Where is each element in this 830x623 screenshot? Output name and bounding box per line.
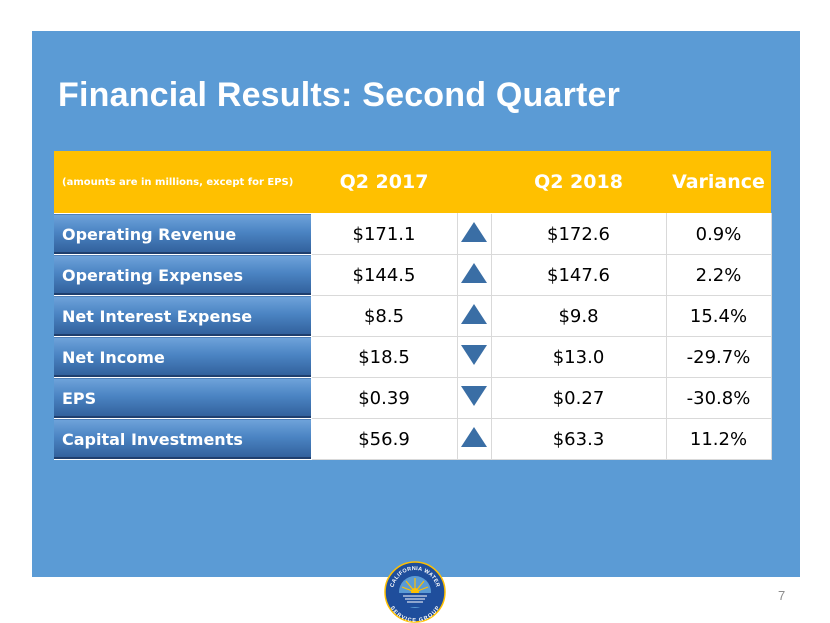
table-row: Capital Investments $56.9 $63.3 11.2% bbox=[54, 418, 772, 460]
table-row: EPS $0.39 $0.27 -30.8% bbox=[54, 377, 772, 419]
table-row: Operating Expenses $144.5 $147.6 2.2% bbox=[54, 254, 772, 296]
up-arrow-icon bbox=[461, 427, 487, 447]
variance-value: 15.4% bbox=[665, 295, 772, 337]
slide-title: Financial Results: Second Quarter bbox=[58, 76, 621, 114]
column-header-arrow bbox=[457, 151, 491, 214]
variance-value: 11.2% bbox=[665, 418, 772, 460]
up-arrow-icon bbox=[461, 222, 487, 242]
table-row: Operating Revenue $171.1 $172.6 0.9% bbox=[54, 213, 772, 255]
q2-2017-value: $8.5 bbox=[310, 295, 458, 337]
california-water-service-group-logo: CALIFORNIA WATER SERVICE GROUP bbox=[384, 561, 446, 623]
down-arrow-icon bbox=[461, 345, 487, 365]
column-header-variance: Variance bbox=[666, 151, 771, 214]
table-row: Net Interest Expense $8.5 $9.8 15.4% bbox=[54, 295, 772, 337]
q2-2018-value: $147.6 bbox=[490, 254, 667, 296]
row-label: Operating Expenses bbox=[54, 254, 312, 296]
row-label: Operating Revenue bbox=[54, 213, 312, 255]
down-arrow-icon bbox=[461, 386, 487, 406]
variance-value: 0.9% bbox=[665, 213, 772, 255]
q2-2018-value: $0.27 bbox=[490, 377, 667, 419]
financial-results-table: (amounts are in millions, except for EPS… bbox=[54, 151, 772, 460]
variance-value: -30.8% bbox=[665, 377, 772, 419]
row-label: Net Interest Expense bbox=[54, 295, 312, 337]
column-header-q2-2018: Q2 2018 bbox=[491, 151, 666, 214]
page-number: 7 bbox=[778, 588, 786, 603]
amounts-note: (amounts are in millions, except for EPS… bbox=[54, 151, 311, 214]
q2-2017-value: $18.5 bbox=[310, 336, 458, 378]
up-arrow-icon bbox=[461, 263, 487, 283]
q2-2018-value: $13.0 bbox=[490, 336, 667, 378]
variance-value: 2.2% bbox=[665, 254, 772, 296]
q2-2018-value: $172.6 bbox=[490, 213, 667, 255]
q2-2017-value: $56.9 bbox=[310, 418, 458, 460]
q2-2017-value: $171.1 bbox=[310, 213, 458, 255]
variance-value: -29.7% bbox=[665, 336, 772, 378]
q2-2018-value: $63.3 bbox=[490, 418, 667, 460]
q2-2018-value: $9.8 bbox=[490, 295, 667, 337]
q2-2017-value: $144.5 bbox=[310, 254, 458, 296]
up-arrow-icon bbox=[461, 304, 487, 324]
table-header-row: (amounts are in millions, except for EPS… bbox=[54, 151, 771, 214]
column-header-q2-2017: Q2 2017 bbox=[311, 151, 457, 214]
row-label: Net Income bbox=[54, 336, 312, 378]
row-label: EPS bbox=[54, 377, 312, 419]
table-row: Net Income $18.5 $13.0 -29.7% bbox=[54, 336, 772, 378]
q2-2017-value: $0.39 bbox=[310, 377, 458, 419]
row-label: Capital Investments bbox=[54, 418, 312, 460]
